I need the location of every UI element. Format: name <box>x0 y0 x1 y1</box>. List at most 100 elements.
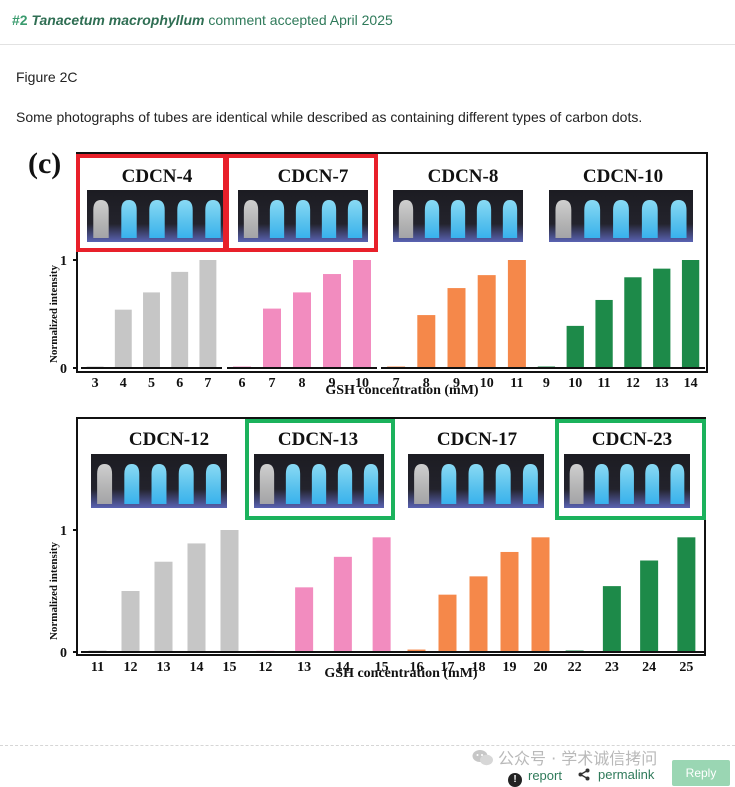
watermark-text: 公众号 · 学术诚信拷问 <box>498 749 658 768</box>
comment-number[interactable]: #2 <box>12 12 28 28</box>
panel-frame <box>76 152 708 373</box>
bar <box>114 309 132 368</box>
watermark: 公众号 · 学术诚信拷问 <box>472 745 657 771</box>
bar <box>640 560 659 652</box>
x-tick-label: 3 <box>92 376 99 391</box>
group-title: CDCN-12 <box>129 429 209 450</box>
bar <box>263 308 281 368</box>
bar <box>372 537 391 652</box>
permalink-label: permalink <box>598 767 655 782</box>
x-tick-label: 10 <box>355 376 369 391</box>
y-axis-label: Normalized intensity <box>48 264 60 363</box>
tube-icon <box>243 200 259 238</box>
bar <box>199 260 217 368</box>
tube-icon <box>584 200 601 238</box>
bar <box>143 292 160 368</box>
species-name[interactable]: Tanacetum macrophyllum <box>31 12 205 28</box>
tube-icon <box>620 464 634 504</box>
bar <box>602 586 621 652</box>
x-tick-label: 19 <box>503 660 517 675</box>
tube-icon <box>121 200 137 238</box>
bar <box>220 530 239 652</box>
comment-header: #2 Tanacetum macrophyllum comment accept… <box>0 0 735 45</box>
x-tick-label: 6 <box>176 376 183 391</box>
x-tick-label: 23 <box>605 660 619 675</box>
x-tick-label: 12 <box>124 660 138 675</box>
tube-icon <box>285 464 301 504</box>
tube-icon <box>269 200 285 238</box>
tube-icon <box>321 200 337 238</box>
bar <box>154 561 173 652</box>
reply-button[interactable]: Reply <box>672 760 730 786</box>
tube-icon <box>398 200 414 238</box>
bar <box>407 649 426 652</box>
x-tick-label: 17 <box>441 660 455 675</box>
x-tick-label: 13 <box>655 376 669 391</box>
bar <box>447 288 466 368</box>
report-link[interactable]: ! report <box>508 768 562 787</box>
tube-icon <box>149 200 165 238</box>
x-tick-label: 10 <box>568 376 582 391</box>
tube-icon <box>259 464 275 504</box>
tube-icon <box>641 200 658 238</box>
highlight-box <box>555 419 706 520</box>
x-tick-label: 7 <box>269 376 276 391</box>
group-title: CDCN-4 <box>122 166 193 187</box>
y-tick-label: 0 <box>60 646 67 661</box>
figure-image: (c) 1 0 Normalized intensity GSH concentrat… <box>0 140 735 715</box>
highlight-box <box>225 154 378 252</box>
wechat-icon <box>472 749 494 771</box>
tube-icon <box>93 200 109 238</box>
bar <box>531 537 550 652</box>
x-tick-label: 15 <box>375 660 389 675</box>
report-label: report <box>528 768 562 783</box>
x-tick-label: 4 <box>120 376 127 391</box>
permalink-link[interactable]: permalink <box>578 767 654 784</box>
x-tick-label: 15 <box>223 660 237 675</box>
tube-icon <box>424 200 440 238</box>
bar <box>438 594 457 652</box>
tube-icon <box>347 200 363 238</box>
x-tick-label: 9 <box>329 376 336 391</box>
bar <box>624 277 642 368</box>
tube-icon <box>522 464 538 504</box>
tube-icon <box>670 464 685 504</box>
bar <box>477 275 496 368</box>
bar <box>595 299 613 368</box>
x-tick-label: 6 <box>239 376 246 391</box>
tube-icon <box>97 464 113 504</box>
tube-icon <box>441 464 457 504</box>
group-title: CDCN-17 <box>437 429 518 450</box>
bar <box>323 274 341 368</box>
x-tick-label: 13 <box>157 660 171 675</box>
tube-icon <box>468 464 484 504</box>
group-title: CDCN-13 <box>278 429 358 450</box>
x-tick-label: 11 <box>91 660 104 675</box>
group-title: CDCN-7 <box>278 166 349 187</box>
bar <box>566 325 584 368</box>
x-tick-label: 13 <box>297 660 311 675</box>
x-tick-label: 18 <box>472 660 486 675</box>
tube-icon <box>555 200 572 238</box>
comment-header-line: #2 Tanacetum macrophyllum comment accept… <box>12 12 393 28</box>
bar <box>295 587 314 652</box>
x-tick-label: 24 <box>642 660 656 675</box>
tube-icon <box>151 464 167 504</box>
bar <box>333 556 352 652</box>
bar <box>353 260 371 368</box>
x-tick-label: 10 <box>480 376 494 391</box>
tube-icon <box>311 464 327 504</box>
tube-icon <box>569 464 584 504</box>
x-tick-label: 8 <box>299 376 306 391</box>
x-tick-label: 16 <box>410 660 424 675</box>
comment-text: Some photographs of tubes are identical … <box>16 109 643 125</box>
bar <box>677 537 696 652</box>
bar <box>500 551 519 652</box>
group-title: CDCN-10 <box>583 166 663 187</box>
x-tick-label: 14 <box>336 660 350 675</box>
x-tick-label: 9 <box>453 376 460 391</box>
y-tick-label: 1 <box>60 524 67 539</box>
bar <box>171 271 189 368</box>
